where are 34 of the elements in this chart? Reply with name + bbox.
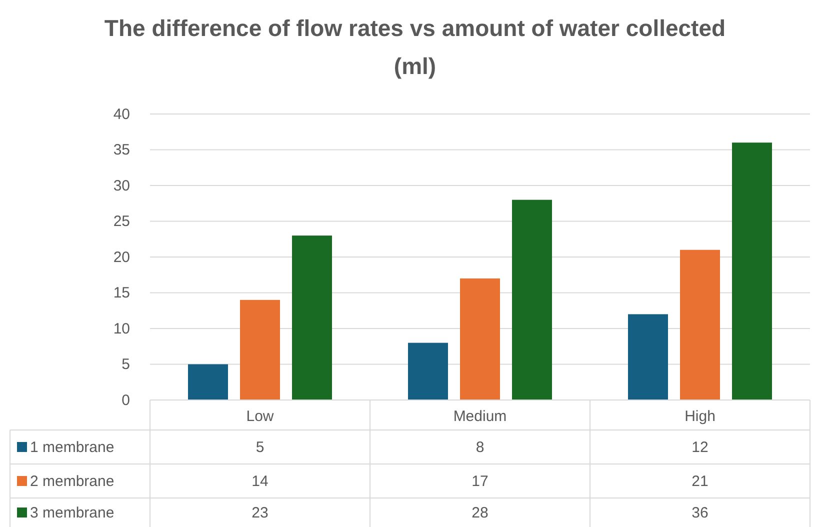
x-tick-label: Medium bbox=[453, 408, 507, 425]
legend-label: 1 membrane bbox=[30, 439, 114, 456]
bar bbox=[188, 364, 228, 400]
data-label: 17 bbox=[472, 473, 488, 490]
y-tick-label: 0 bbox=[122, 392, 130, 409]
data-label: 5 bbox=[256, 439, 264, 456]
data-label: 14 bbox=[252, 473, 268, 490]
y-tick-label: 30 bbox=[113, 177, 130, 194]
chart-title: The difference of flow rates vs amount of water collected (ml) bbox=[104, 15, 726, 79]
x-tick-label: Low bbox=[246, 408, 274, 425]
bar bbox=[512, 200, 552, 400]
bar bbox=[292, 236, 332, 400]
data-label: 23 bbox=[252, 504, 268, 522]
y-tick-label: 25 bbox=[113, 213, 130, 230]
legend-label: 3 membrane bbox=[30, 504, 114, 522]
bar bbox=[408, 342, 448, 400]
bar bbox=[732, 142, 772, 400]
legend-label: 2 membrane bbox=[30, 473, 114, 490]
bar bbox=[628, 314, 668, 400]
bar bbox=[680, 250, 720, 400]
y-tick-label: 15 bbox=[113, 284, 130, 302]
y-tick-label: 35 bbox=[113, 142, 130, 159]
y-tick-label: 10 bbox=[113, 320, 130, 338]
y-tick-label: 40 bbox=[113, 106, 130, 123]
y-tick-label: 20 bbox=[113, 248, 130, 266]
bar bbox=[460, 278, 500, 400]
data-label: 36 bbox=[692, 504, 708, 522]
bar bbox=[240, 300, 280, 400]
y-tick-label: 5 bbox=[122, 356, 130, 374]
x-tick-label: High bbox=[684, 408, 716, 425]
data-label: 21 bbox=[692, 473, 708, 490]
data-label: 8 bbox=[476, 439, 484, 456]
data-label: 12 bbox=[692, 439, 708, 456]
data-label: 28 bbox=[472, 504, 488, 522]
